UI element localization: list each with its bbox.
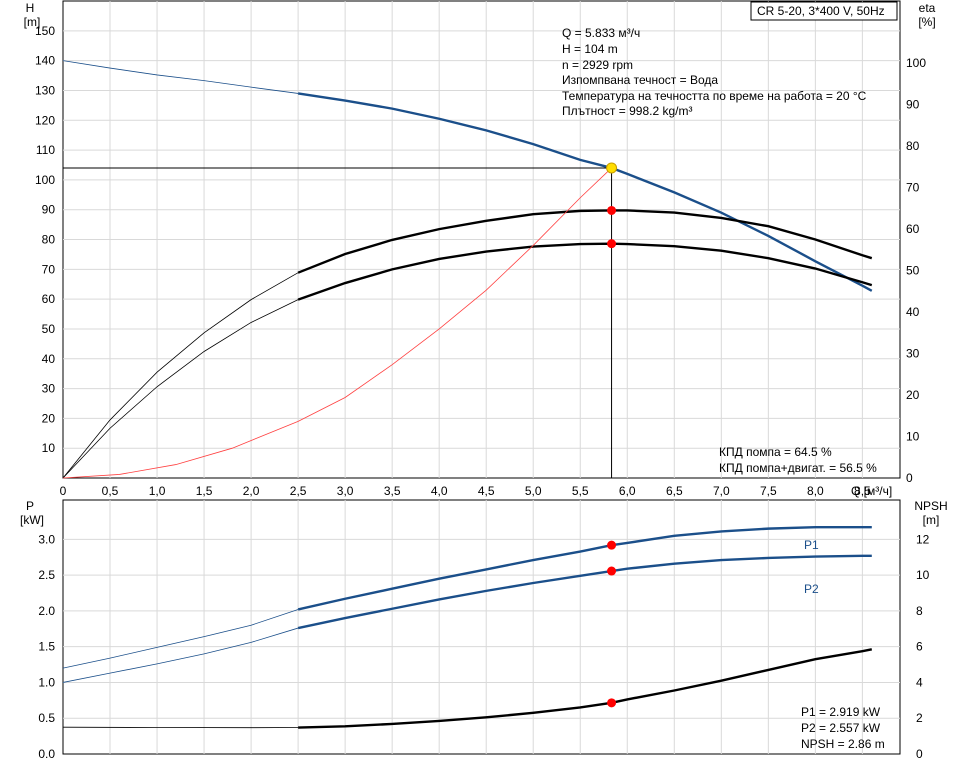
head-tick-label: 10 (42, 441, 56, 455)
flow-tick-label: 3,5 (384, 484, 401, 498)
eta-tick-label: 40 (906, 305, 920, 319)
eta-axis-label: eta (919, 1, 936, 15)
eta-tick-label: 20 (906, 388, 920, 402)
flow-tick-label: 4,5 (478, 484, 495, 498)
eta-pump-duty-marker (607, 205, 617, 215)
flow-tick-label: 7,5 (760, 484, 777, 498)
flow-tick-label: 8,5 (854, 484, 871, 498)
flow-tick-label: 0,5 (102, 484, 119, 498)
head-axis-label: H (26, 1, 35, 15)
eta-total-text: КПД помпа+двигат. = 56.5 % (719, 461, 877, 475)
p1-series-label: P1 (804, 538, 819, 552)
head-tick-label: 110 (36, 143, 55, 157)
info-liquid: Изпомпвана течност = Вода (562, 73, 718, 87)
eta-tick-label: 100 (906, 56, 926, 70)
flow-tick-label: 6,5 (666, 484, 683, 498)
flow-tick-label: 1,0 (149, 484, 166, 498)
p1-duty-marker (607, 540, 617, 550)
power-tick-label: 2.5 (38, 568, 55, 582)
flow-tick-label: 3,0 (337, 484, 354, 498)
npsh-tick-label: 0 (916, 747, 923, 761)
power-chart-frame (62, 499, 901, 755)
flow-tick-label: 5,0 (525, 484, 542, 498)
npsh-curve-thin (62, 726, 299, 729)
eta-tick-label: 30 (906, 347, 920, 361)
head-tick-label: 40 (42, 352, 56, 366)
p2-value-text: P2 = 2.557 kW (801, 721, 881, 735)
npsh-axis-label: NPSH (914, 499, 947, 513)
p1-value-text: P1 = 2.919 kW (801, 705, 881, 719)
info-temperature: Температура на течността по време на раб… (562, 89, 867, 103)
eta-total-curve-thin (62, 299, 299, 479)
power-axis-unit: [kW] (20, 513, 44, 527)
eta-pump-text: КПД помпа = 64.5 % (719, 445, 832, 459)
product-label-box (750, 1, 898, 21)
head-tick-label: 140 (35, 54, 55, 68)
eta-total-duty-marker (607, 239, 617, 249)
npsh-value-text: NPSH = 2.86 m (801, 737, 885, 751)
p2-duty-marker (607, 566, 617, 576)
flow-tick-label: 7,0 (713, 484, 730, 498)
p2-series-label: P2 (804, 582, 819, 596)
info-flow: Q = 5.833 м³/ч (562, 26, 640, 40)
flow-tick-label: 2,5 (290, 484, 307, 498)
info-speed: n = 2929 rpm (562, 58, 633, 72)
head-curve-thin (62, 60, 299, 94)
power-tick-label: 1.5 (38, 640, 55, 654)
eta-pump-curve-thin (62, 272, 299, 479)
npsh-tick-label: 10 (916, 568, 930, 582)
npsh-duty-marker (607, 698, 617, 708)
eta-tick-label: 60 (906, 222, 920, 236)
power-tick-label: 0.0 (38, 747, 55, 761)
eta-axis-unit: [%] (918, 15, 935, 29)
p2-curve-thin (62, 627, 299, 683)
power-tick-label: 1.0 (38, 675, 55, 689)
head-tick-label: 90 (42, 203, 56, 217)
head-duty-marker (606, 162, 618, 174)
npsh-tick-label: 6 (916, 640, 923, 654)
flow-axis-label: Q [м³/ч] (851, 484, 892, 498)
flow-tick-label: 2,0 (243, 484, 260, 498)
eta-tick-label: 50 (906, 264, 920, 278)
power-axis-label: P (26, 499, 34, 513)
product-label: CR 5-20, 3*400 V, 50Hz (757, 4, 885, 18)
head-tick-label: 50 (42, 322, 56, 336)
power-tick-label: 2.0 (38, 604, 55, 618)
flow-tick-label: 8,0 (807, 484, 824, 498)
head-tick-label: 100 (35, 173, 55, 187)
head-tick-label: 130 (35, 83, 55, 97)
head-tick-label: 80 (42, 233, 56, 247)
head-tick-label: 60 (42, 292, 56, 306)
power-chart-grid: 0.0 0.5 1.0 1.5 2.0 2.5 3.0 0 2 4 6 8 10 12 (38, 499, 930, 761)
info-head: H = 104 m (562, 42, 618, 56)
eta-tick-label: 10 (906, 430, 920, 444)
flow-tick-label: 1,5 (196, 484, 213, 498)
head-axis-unit: [m] (24, 15, 41, 29)
head-tick-label: 20 (42, 411, 56, 425)
head-tick-label: 30 (42, 382, 56, 396)
power-tick-label: 3.0 (38, 532, 55, 546)
npsh-tick-label: 4 (916, 675, 923, 689)
flow-tick-label: 4,0 (431, 484, 448, 498)
eta-tick-label: 0 (906, 471, 913, 485)
npsh-tick-label: 8 (916, 604, 923, 618)
head-tick-label: 150 (35, 24, 55, 38)
npsh-tick-label: 12 (916, 532, 930, 546)
head-tick-label: 70 (42, 262, 56, 276)
chart-marks (62, 60, 873, 729)
eta-tick-label: 80 (906, 139, 920, 153)
flow-tick-label: 6,0 (619, 484, 636, 498)
npsh-axis-unit: [m] (923, 513, 940, 527)
power-tick-label: 0.5 (38, 711, 55, 725)
eta-tick-label: 70 (906, 181, 920, 195)
head-tick-label: 120 (35, 113, 55, 127)
info-density: Плътност = 998.2 kg/m³ (562, 104, 692, 118)
system-curve-line (62, 167, 612, 479)
flow-tick-label: 5,5 (572, 484, 589, 498)
npsh-tick-label: 2 (916, 711, 923, 725)
p1-curve-thin (62, 609, 299, 669)
flow-tick-label: 0 (60, 484, 67, 498)
eta-tick-label: 90 (906, 98, 920, 112)
